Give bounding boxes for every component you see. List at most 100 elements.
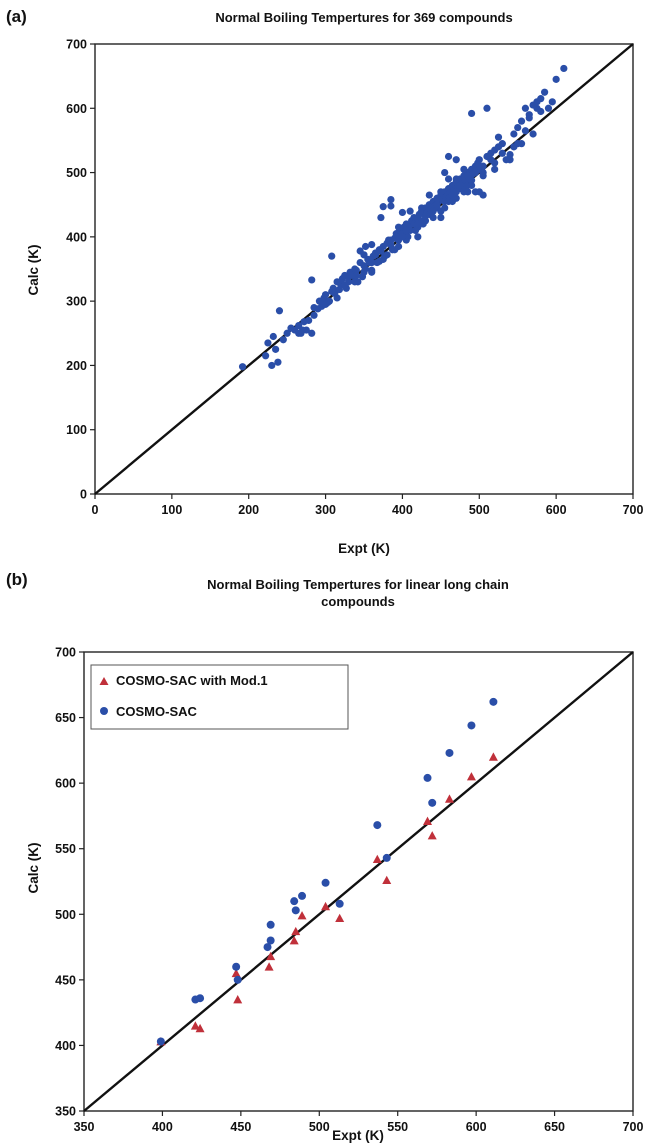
panel-b-xtick-label: 500 (309, 1120, 330, 1134)
panel-a-point (361, 242, 370, 251)
panel-a-ytick-label: 200 (66, 359, 87, 373)
panel-a-point (514, 123, 522, 132)
panel-a-point (328, 252, 336, 260)
panel-a-point (529, 130, 537, 138)
panel-b-plot-frame (83, 651, 634, 1112)
panel-b-ytick-label: 650 (55, 711, 76, 725)
panel-b-point (263, 943, 272, 952)
panel-a-point (305, 316, 313, 325)
panel-b-point-triangle (488, 752, 498, 761)
panel-a-point (498, 140, 506, 148)
panel-b-point-triangle (195, 1023, 205, 1033)
panel-b-point-triangle (289, 936, 299, 945)
panel-a-point (441, 168, 449, 177)
panel-b-point-triangle (321, 901, 331, 911)
panel-a-point (521, 127, 530, 135)
panel-b-point (196, 994, 205, 1003)
panel-a-point (544, 104, 553, 112)
panel-b-reference-line (83, 651, 634, 1112)
panel-a-ytick-label: 600 (66, 102, 87, 116)
panel-b-point (266, 920, 275, 929)
panel-a-point (264, 339, 272, 347)
panel-a-point (464, 172, 472, 180)
panel-b-point-triangle (264, 962, 274, 971)
panel-a-point (452, 156, 460, 164)
panel-a-point (498, 149, 506, 157)
panel-b-point (266, 936, 275, 945)
panel-a-point (394, 242, 403, 251)
panel-b-ytick-label: 400 (55, 1039, 76, 1053)
panel-a-xtick-label: 600 (546, 503, 567, 517)
panel-b-ytick-label: 700 (55, 646, 76, 660)
panel-a-point (269, 332, 277, 341)
panel-a-point (308, 329, 316, 337)
panel-a-point (394, 223, 403, 231)
panel-b-label: (b) (6, 570, 28, 589)
legend-circle-marker (100, 707, 108, 715)
panel-a-point (502, 156, 510, 164)
panel-b-ytick-label: 550 (55, 842, 76, 856)
panel-b-point (382, 853, 391, 862)
panel-a-point (262, 352, 270, 360)
panel-b-point (489, 697, 498, 706)
panel-b-point (428, 798, 437, 807)
panel-a-point (506, 150, 514, 159)
panel-a-xtick-label: 0 (92, 503, 99, 517)
panel-a-point (418, 204, 426, 212)
panel-b-point-triangle (444, 794, 454, 803)
panel-a-title: Normal Boiling Tempertures for 369 compo… (215, 10, 512, 25)
panel-a-point (283, 329, 291, 337)
panel-a-point (537, 95, 545, 103)
panel-b-point-triangle (372, 854, 382, 864)
panel-a-point (541, 88, 549, 96)
panel-b-ytick-label: 500 (55, 908, 76, 922)
panel-a-point (494, 133, 503, 141)
panel-a-point (514, 140, 522, 148)
panel-b-point-triangle (233, 995, 243, 1004)
panel-a-point (398, 208, 407, 217)
panel-b-ytick-label: 350 (55, 1105, 76, 1119)
panel-a-point (491, 165, 499, 173)
panel-a-point (383, 251, 391, 259)
panel-a-point (483, 104, 491, 112)
panel-b-xtick-label: 600 (466, 1120, 487, 1134)
panel-a-point (479, 172, 487, 180)
panel-b-point-triangle (335, 913, 345, 923)
panel-b-point (233, 975, 242, 984)
panel-b-xtick-label: 550 (387, 1120, 408, 1134)
panel-b-ylabel: Calc (K) (26, 842, 41, 893)
panel-b-point (290, 897, 299, 906)
panel-a-point (368, 268, 376, 276)
panel-a-point (321, 300, 330, 308)
panel-b-plot: 350 400 450 500 550 600 650 700 350 400 450 500 550 6… (55, 646, 643, 1135)
panel-a-ylabel: Calc (K) (26, 244, 41, 295)
panel-a-point (275, 307, 284, 315)
panel-a-point (475, 156, 483, 164)
panel-a-point (402, 226, 410, 235)
panel-a-plot-frame (94, 43, 634, 495)
panel-a-point (387, 202, 395, 210)
panel-b-point-triangle (297, 911, 307, 920)
panel-a-point (279, 336, 287, 344)
panel-a-point (468, 109, 476, 118)
panel-b-point (373, 821, 382, 830)
panel-a-point (433, 201, 441, 209)
panel-b-xtick-label: 450 (230, 1120, 251, 1134)
panel-a-point (537, 107, 545, 116)
panel-a-point (468, 181, 476, 190)
panel-a-point (414, 233, 422, 241)
panel-a-xtick-label: 400 (392, 503, 413, 517)
panel-a-point (464, 188, 472, 196)
legend-item-cosmo: COSMO-SAC (116, 704, 198, 719)
panel-b-point (291, 906, 300, 915)
panel-a-xtick-label: 100 (161, 503, 182, 517)
panel-b-legend: COSMO-SAC with Mod.1 COSMO-SAC (90, 664, 349, 730)
panel-a-point (387, 236, 395, 244)
panel-a-label: (a) (6, 7, 27, 26)
panel-b-point-triangle (190, 1021, 200, 1030)
panel-b-point-triangle (291, 926, 301, 936)
panel-b-point (467, 721, 476, 730)
panel-a-point (387, 195, 395, 204)
panel-b-point (156, 1037, 165, 1046)
